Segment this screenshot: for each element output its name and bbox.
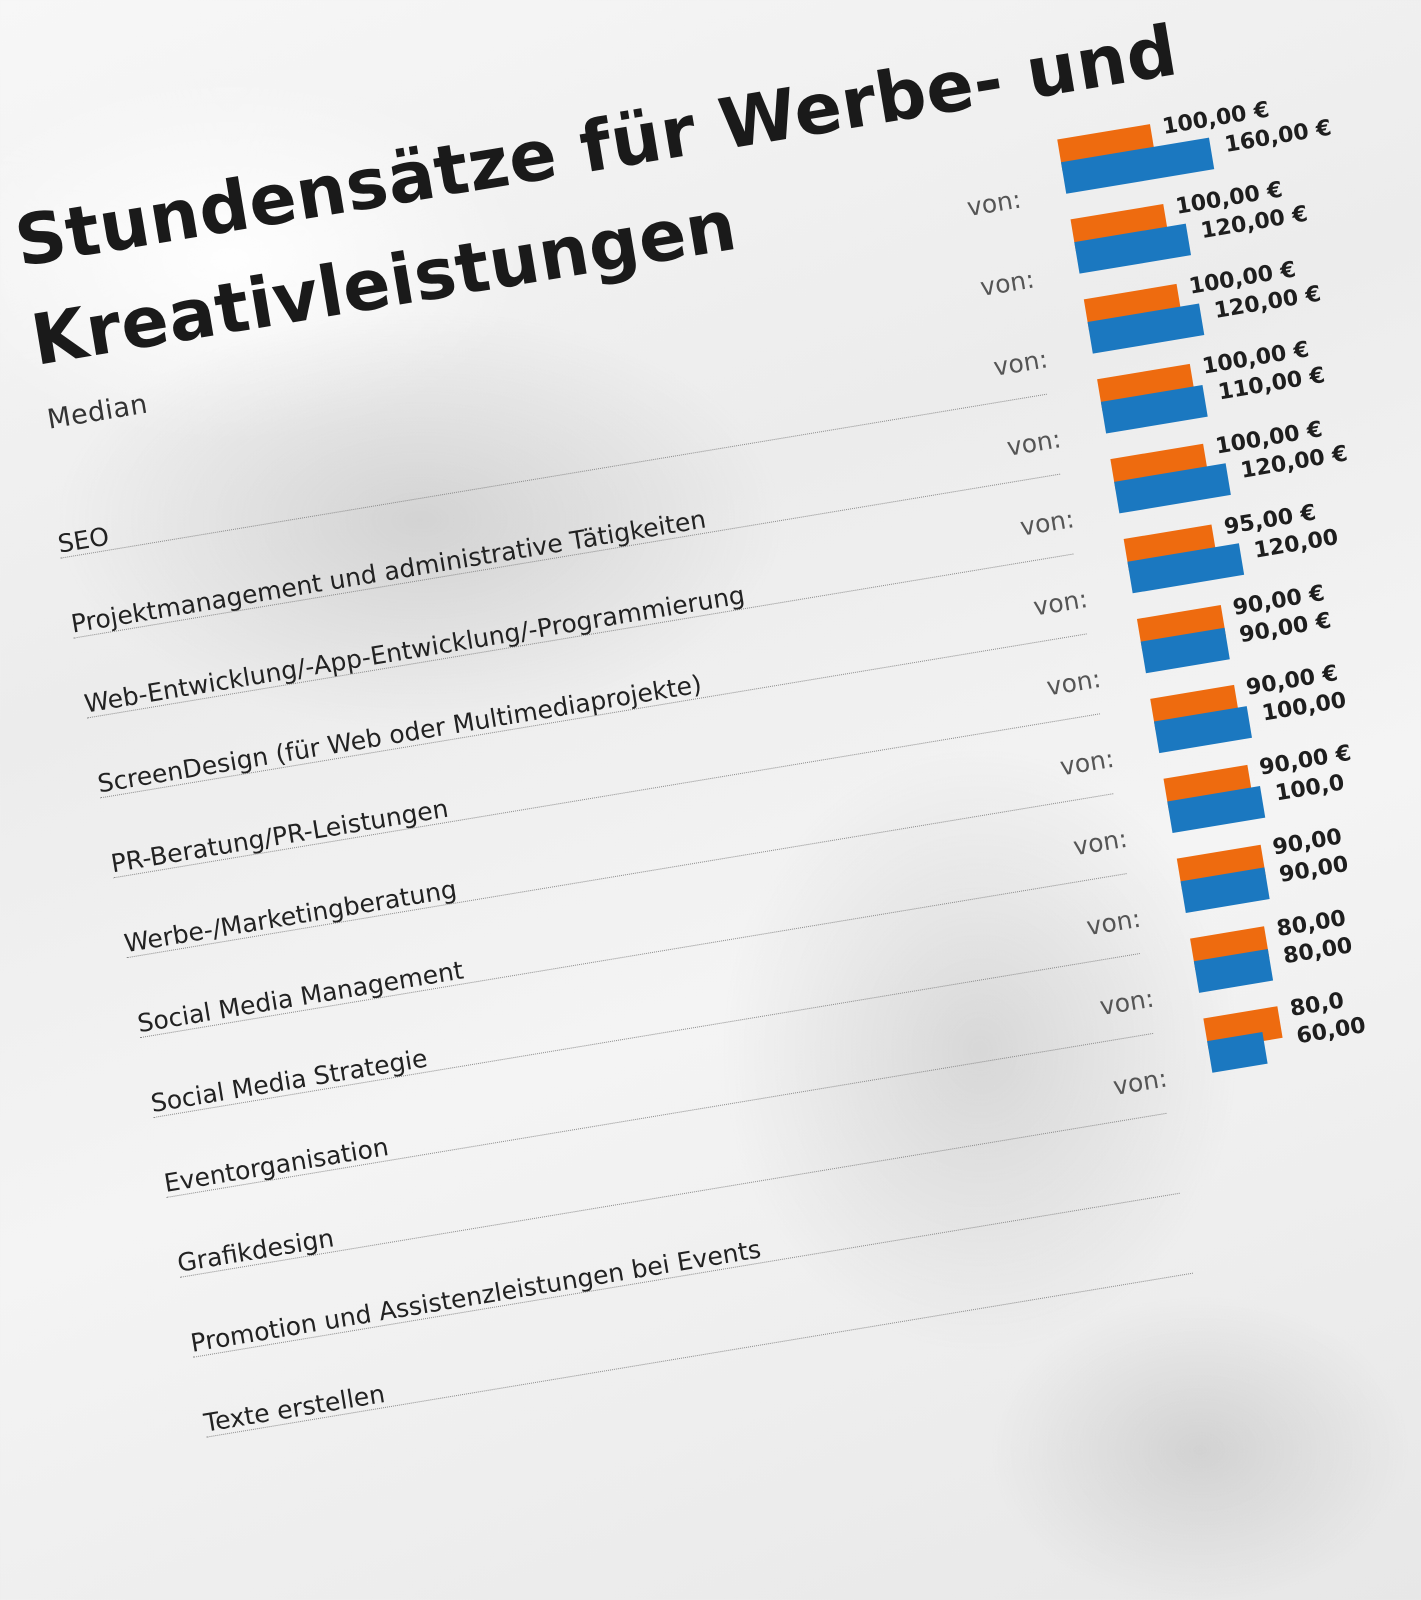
- median-legend-label: Median: [45, 388, 150, 436]
- category-label: SEO: [55, 521, 112, 559]
- von-label: von:: [978, 264, 1037, 302]
